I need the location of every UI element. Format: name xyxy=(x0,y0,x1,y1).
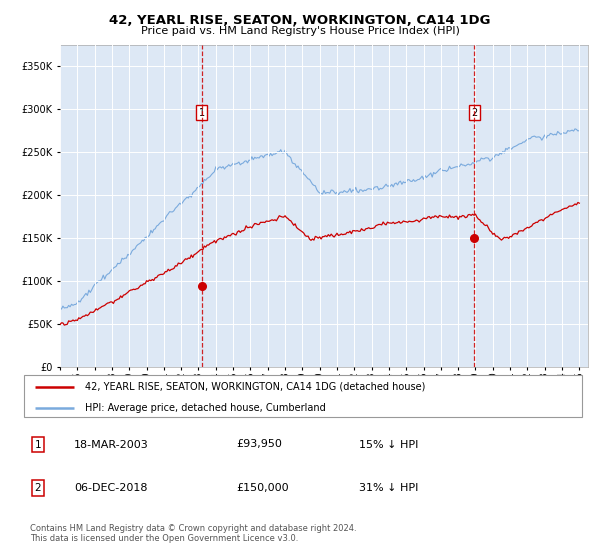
Text: 42, YEARL RISE, SEATON, WORKINGTON, CA14 1DG: 42, YEARL RISE, SEATON, WORKINGTON, CA14… xyxy=(109,14,491,27)
Text: Contains HM Land Registry data © Crown copyright and database right 2024.
This d: Contains HM Land Registry data © Crown c… xyxy=(30,524,356,543)
Text: 06-DEC-2018: 06-DEC-2018 xyxy=(74,483,148,493)
Text: 42, YEARL RISE, SEATON, WORKINGTON, CA14 1DG (detached house): 42, YEARL RISE, SEATON, WORKINGTON, CA14… xyxy=(85,382,426,392)
Text: £93,950: £93,950 xyxy=(236,440,282,450)
Text: 2: 2 xyxy=(35,483,41,493)
Text: 1: 1 xyxy=(199,108,205,118)
Text: 2: 2 xyxy=(471,108,477,118)
FancyBboxPatch shape xyxy=(24,375,582,417)
Text: HPI: Average price, detached house, Cumberland: HPI: Average price, detached house, Cumb… xyxy=(85,403,326,413)
Text: 15% ↓ HPI: 15% ↓ HPI xyxy=(359,440,418,450)
Text: 18-MAR-2003: 18-MAR-2003 xyxy=(74,440,149,450)
Text: £150,000: £150,000 xyxy=(236,483,289,493)
Text: 1: 1 xyxy=(35,440,41,450)
Text: Price paid vs. HM Land Registry's House Price Index (HPI): Price paid vs. HM Land Registry's House … xyxy=(140,26,460,36)
Text: 31% ↓ HPI: 31% ↓ HPI xyxy=(359,483,418,493)
